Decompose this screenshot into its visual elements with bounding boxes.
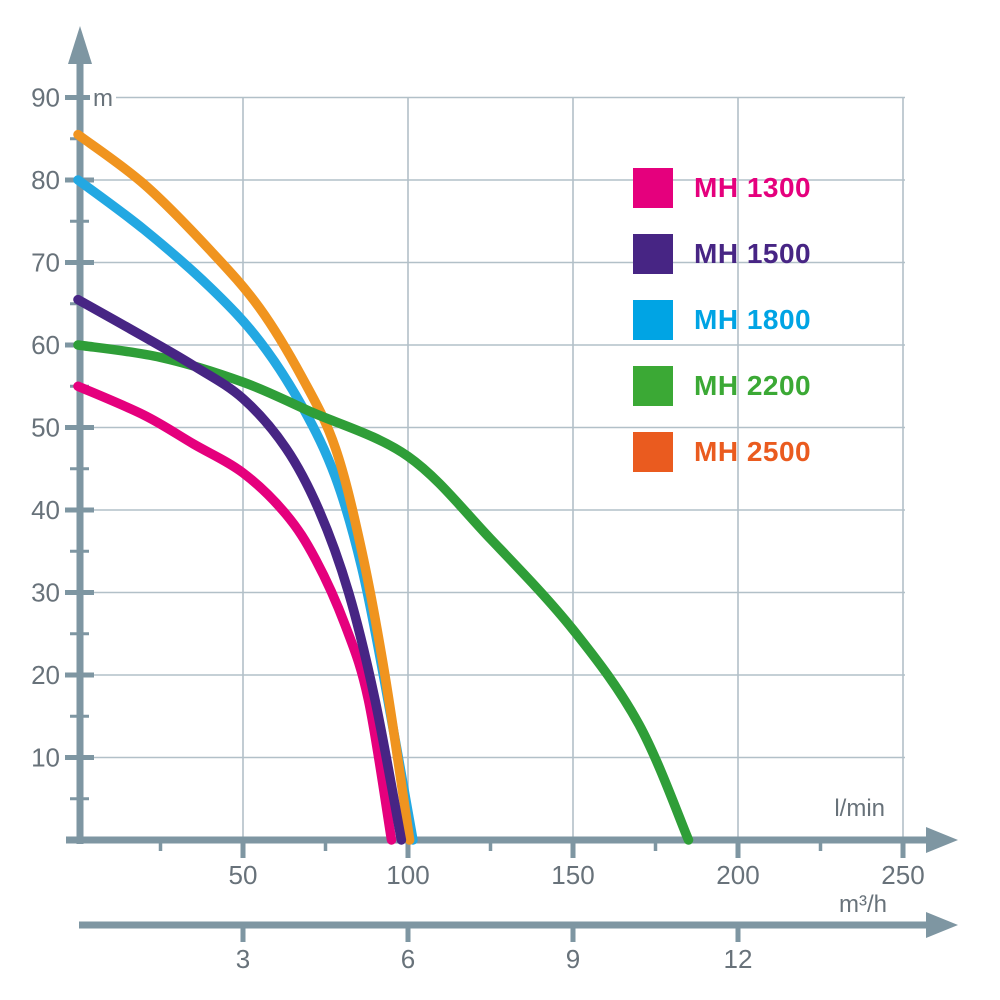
secondary-x-axis-tick-label-12: 12 [724,944,753,974]
y-axis-tick-label-30: 30 [31,578,60,608]
legend-label: MH 2500 [694,436,812,467]
secondary-x-axis-unit-label: m³/h [836,892,890,918]
legend-swatch-icon [633,366,673,406]
legend-item-mh-2500: MH 2500 [633,432,811,472]
y-axis-tick-label-10: 10 [31,743,60,773]
x-axis-tick-label-200: 200 [716,860,759,890]
y-axis-unit-label: m [90,86,116,112]
legend-swatch-icon [633,300,673,340]
y-axis-tick-label-40: 40 [31,495,60,525]
x-axis-tick-label-150: 150 [551,860,594,890]
legend-item-mh-2200: MH 2200 [633,366,811,406]
y-axis-tick-label-80: 80 [31,165,60,195]
x-axis-tick-label-50: 50 [229,860,258,890]
legend-swatch-icon [633,432,673,472]
y-axis-tick-label-20: 20 [31,660,60,690]
legend-label: MH 2200 [694,370,812,401]
y-axis-arrow-icon [68,26,92,64]
legend-item-mh-1800: MH 1800 [633,300,811,340]
x-axis-arrow-icon [926,827,958,853]
legend-label: MH 1800 [694,304,812,335]
y-axis-tick-label-50: 50 [31,413,60,443]
y-axis-tick-label-70: 70 [31,248,60,278]
y-axis-tick-label-60: 60 [31,330,60,360]
legend-item-mh-1300: MH 1300 [633,168,811,208]
chart-legend: MH 1300 MH 1500 MH 1800 MH 2200 MH 2500 [633,168,811,498]
legend-label: MH 1300 [694,172,812,203]
curve-mh-1300 [73,381,397,845]
x-axis-tick-label-250: 250 [881,860,924,890]
legend-label: MH 1500 [694,238,812,269]
x-axis-tick-label-100: 100 [386,860,429,890]
secondary-x-axis-tick-label-6: 6 [401,944,415,974]
legend-swatch-icon [633,168,673,208]
curve-mh-2500 [73,129,415,845]
curve-mh-1500 [73,294,407,845]
secondary-x-axis-tick-label-3: 3 [236,944,250,974]
legend-swatch-icon [633,234,673,274]
legend-item-mh-1500: MH 1500 [633,234,811,274]
secondary-x-axis-arrow-icon [926,912,958,938]
x-axis-unit-label: l/min [831,796,888,822]
y-axis-tick-label-90: 90 [31,83,60,113]
secondary-x-axis-tick-label-9: 9 [566,944,580,974]
